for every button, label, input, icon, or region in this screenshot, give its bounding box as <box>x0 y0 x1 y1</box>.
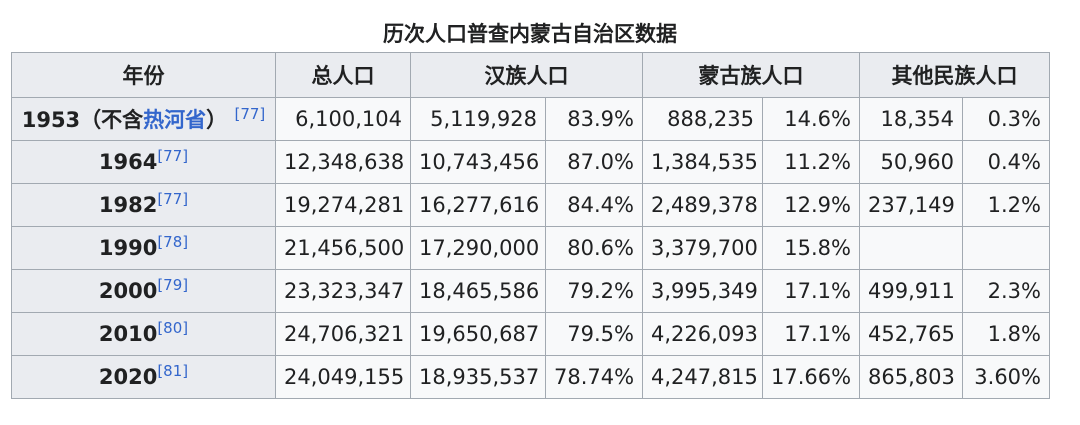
mongol-pct-cell: 15.8% <box>762 226 860 270</box>
header-total: 总人口 <box>275 52 411 98</box>
reference-link[interactable]: [77] <box>157 147 189 165</box>
year-cell: 1990[78] <box>11 226 276 270</box>
table-row: 2010[80] 24,706,321 19,650,687 79.5% 4,2… <box>11 312 1050 356</box>
mongol-pct-cell: 17.1% <box>762 312 860 356</box>
mongol-cell: 3,379,700 <box>642 226 763 270</box>
table-caption: 历次人口普查内蒙古自治区数据 <box>383 22 677 46</box>
mongol-cell: 1,384,535 <box>642 140 763 184</box>
header-year: 年份 <box>11 52 276 98</box>
han-pct-cell: 79.2% <box>545 269 643 313</box>
han-pct-cell: 78.74% <box>545 355 643 399</box>
rehe-province-link[interactable]: 热河省 <box>143 108 207 132</box>
total-cell: 6,100,104 <box>275 97 411 141</box>
total-cell: 19,274,281 <box>275 183 411 227</box>
census-table-container: 历次人口普查内蒙古自治区数据 年份 总人口 汉族人口 蒙古族人口 其他民族人口 … <box>11 17 1050 399</box>
reference-link[interactable]: [81] <box>157 362 189 380</box>
year-cell: 1982[77] <box>11 183 276 227</box>
other-cell: 237,149 <box>859 183 963 227</box>
mongol-pct-cell: 17.66% <box>762 355 860 399</box>
reference-link[interactable]: [80] <box>157 319 189 337</box>
year-cell: 2000[79] <box>11 269 276 313</box>
han-cell: 17,290,000 <box>410 226 546 270</box>
header-row: 年份 总人口 汉族人口 蒙古族人口 其他民族人口 <box>11 52 1050 98</box>
reference-link[interactable]: [79] <box>157 276 189 294</box>
reference-link[interactable]: [77] <box>234 105 266 123</box>
mongol-cell: 888,235 <box>642 97 763 141</box>
other-cell <box>859 226 963 270</box>
other-pct-cell <box>962 226 1050 270</box>
census-table: 年份 总人口 汉族人口 蒙古族人口 其他民族人口 1953（不含热河省） [77… <box>11 52 1050 399</box>
han-cell: 5,119,928 <box>410 97 546 141</box>
total-cell: 24,049,155 <box>275 355 411 399</box>
total-cell: 21,456,500 <box>275 226 411 270</box>
year-cell: 2020[81] <box>11 355 276 399</box>
mongol-cell: 4,226,093 <box>642 312 763 356</box>
mongol-pct-cell: 17.1% <box>762 269 860 313</box>
other-cell: 499,911 <box>859 269 963 313</box>
han-pct-cell: 80.6% <box>545 226 643 270</box>
year-cell: 2010[80] <box>11 312 276 356</box>
total-cell: 24,706,321 <box>275 312 411 356</box>
reference-link[interactable]: [78] <box>157 233 189 251</box>
table-row: 1982[77] 19,274,281 16,277,616 84.4% 2,4… <box>11 183 1050 227</box>
total-cell: 12,348,638 <box>275 140 411 184</box>
other-pct-cell: 1.2% <box>962 183 1050 227</box>
other-pct-cell: 2.3% <box>962 269 1050 313</box>
mongol-pct-cell: 14.6% <box>762 97 860 141</box>
header-han: 汉族人口 <box>410 52 643 98</box>
han-pct-cell: 87.0% <box>545 140 643 184</box>
han-cell: 10,743,456 <box>410 140 546 184</box>
table-row: 1953（不含热河省） [77] 6,100,104 5,119,928 83.… <box>11 97 1050 141</box>
han-cell: 19,650,687 <box>410 312 546 356</box>
other-pct-cell: 1.8% <box>962 312 1050 356</box>
mongol-cell: 2,489,378 <box>642 183 763 227</box>
header-mongol: 蒙古族人口 <box>642 52 860 98</box>
han-pct-cell: 84.4% <box>545 183 643 227</box>
other-cell: 18,354 <box>859 97 963 141</box>
table-row: 2020[81] 24,049,155 18,935,537 78.74% 4,… <box>11 355 1050 399</box>
han-pct-cell: 79.5% <box>545 312 643 356</box>
other-cell: 865,803 <box>859 355 963 399</box>
mongol-pct-cell: 11.2% <box>762 140 860 184</box>
mongol-pct-cell: 12.9% <box>762 183 860 227</box>
han-cell: 16,277,616 <box>410 183 546 227</box>
table-row: 2000[79] 23,323,347 18,465,586 79.2% 3,9… <box>11 269 1050 313</box>
table-row: 1990[78] 21,456,500 17,290,000 80.6% 3,3… <box>11 226 1050 270</box>
total-cell: 23,323,347 <box>275 269 411 313</box>
reference-link[interactable]: [77] <box>157 190 189 208</box>
other-cell: 452,765 <box>859 312 963 356</box>
mongol-cell: 4,247,815 <box>642 355 763 399</box>
han-cell: 18,465,586 <box>410 269 546 313</box>
year-cell: 1953（不含热河省） [77] <box>11 97 276 141</box>
other-pct-cell: 0.4% <box>962 140 1050 184</box>
mongol-cell: 3,995,349 <box>642 269 763 313</box>
header-other: 其他民族人口 <box>859 52 1050 98</box>
han-cell: 18,935,537 <box>410 355 546 399</box>
other-pct-cell: 0.3% <box>962 97 1050 141</box>
table-row: 1964[77] 12,348,638 10,743,456 87.0% 1,3… <box>11 140 1050 184</box>
year-cell: 1964[77] <box>11 140 276 184</box>
other-cell: 50,960 <box>859 140 963 184</box>
other-pct-cell: 3.60% <box>962 355 1050 399</box>
han-pct-cell: 83.9% <box>545 97 643 141</box>
